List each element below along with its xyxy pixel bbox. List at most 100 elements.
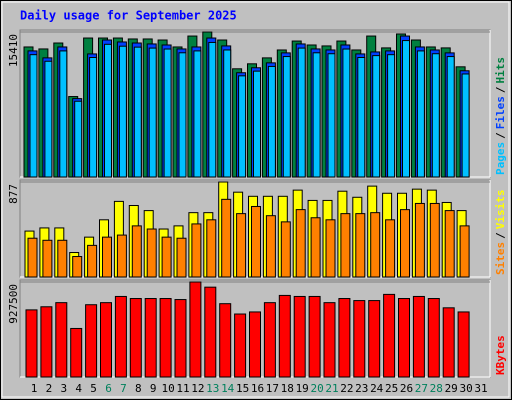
x-tick-label: 13 xyxy=(206,382,219,395)
x-tick-label: 21 xyxy=(325,382,338,395)
bar xyxy=(223,49,232,178)
bar xyxy=(89,56,98,178)
x-tick-label: 5 xyxy=(90,382,97,395)
bar xyxy=(238,75,247,178)
bar xyxy=(219,303,232,378)
bar xyxy=(100,302,112,378)
x-tick-label: 18 xyxy=(281,382,294,395)
bar xyxy=(55,302,68,378)
bar xyxy=(57,239,68,278)
bar xyxy=(114,295,127,378)
bar xyxy=(372,55,381,178)
x-tick-label: 24 xyxy=(370,382,384,395)
bar xyxy=(163,48,172,178)
x-tick-label: 27 xyxy=(415,382,428,395)
bar xyxy=(102,236,112,278)
bar xyxy=(327,53,336,178)
bar xyxy=(236,213,247,278)
bar xyxy=(251,205,261,278)
legend-entry: Files xyxy=(494,96,507,129)
bar xyxy=(412,295,425,378)
y-tick-label: 927500 xyxy=(7,284,20,324)
bar xyxy=(27,237,38,278)
bar xyxy=(280,221,291,278)
bar xyxy=(323,302,336,378)
bar xyxy=(208,41,217,178)
x-tick-label: 16 xyxy=(251,382,264,395)
x-tick-label: 19 xyxy=(296,382,309,395)
bar xyxy=(104,43,112,178)
bar xyxy=(85,304,98,378)
bar xyxy=(25,309,38,378)
x-tick-label: 7 xyxy=(120,382,127,395)
bar xyxy=(174,299,187,378)
bar xyxy=(427,298,440,378)
legend: KBytes xyxy=(494,335,507,375)
bar xyxy=(312,52,321,178)
bar xyxy=(159,298,172,378)
bar xyxy=(204,286,217,378)
legend-entry: Visits xyxy=(494,190,507,230)
bar xyxy=(325,219,336,278)
bar xyxy=(144,298,157,378)
bar xyxy=(118,45,127,178)
legend-entry: Pages xyxy=(494,142,507,175)
x-tick-label: 23 xyxy=(355,382,368,395)
bar xyxy=(282,56,291,178)
x-tick-label: 29 xyxy=(445,382,458,395)
x-tick-label: 12 xyxy=(191,382,204,395)
bar xyxy=(278,294,291,378)
bar xyxy=(459,225,470,278)
x-tick-label: 10 xyxy=(161,382,174,395)
legend-separator: / xyxy=(494,232,507,239)
bar xyxy=(146,228,157,278)
bar xyxy=(402,40,410,178)
bar xyxy=(29,54,38,178)
chart-title: Daily usage for September 2025 xyxy=(20,9,237,23)
bar xyxy=(297,47,306,178)
bar xyxy=(59,50,68,178)
x-tick-label: 11 xyxy=(176,382,189,395)
bar xyxy=(429,202,440,278)
bar xyxy=(193,50,202,178)
bar xyxy=(221,198,232,278)
bar xyxy=(353,300,366,378)
x-tick-label: 30 xyxy=(459,382,472,395)
x-tick-label: 8 xyxy=(135,382,142,395)
bar xyxy=(295,209,306,278)
legend-entry: Hits xyxy=(494,57,507,84)
x-tick-label: 17 xyxy=(266,382,279,395)
bar xyxy=(267,65,276,178)
legend: Sites / Visits xyxy=(494,190,507,276)
legend-separator: / xyxy=(494,132,507,139)
bar xyxy=(414,202,425,278)
bar xyxy=(431,53,440,178)
bar xyxy=(370,212,381,278)
bar xyxy=(249,311,261,378)
bar xyxy=(206,219,217,278)
bar xyxy=(387,54,396,178)
bar xyxy=(457,311,470,378)
bar xyxy=(368,300,381,378)
bar xyxy=(72,256,83,278)
x-tick-label: 25 xyxy=(385,382,398,395)
bar xyxy=(44,60,53,178)
bar xyxy=(133,46,142,178)
x-tick-label: 31 xyxy=(474,382,487,395)
legend-entry: KBytes xyxy=(494,335,507,375)
x-tick-label: 15 xyxy=(236,382,249,395)
legend-entry: Sites xyxy=(494,242,507,275)
bar xyxy=(265,215,276,278)
bar xyxy=(357,56,366,178)
bar xyxy=(310,217,321,278)
bar xyxy=(461,73,470,178)
bar xyxy=(342,48,351,178)
bar xyxy=(42,239,53,278)
x-tick-label: 14 xyxy=(221,382,235,395)
bar xyxy=(131,225,142,278)
bar xyxy=(355,213,366,278)
x-tick-label: 9 xyxy=(150,382,157,395)
x-tick-label: 26 xyxy=(400,382,413,395)
bar xyxy=(161,236,172,278)
bar xyxy=(263,302,276,378)
